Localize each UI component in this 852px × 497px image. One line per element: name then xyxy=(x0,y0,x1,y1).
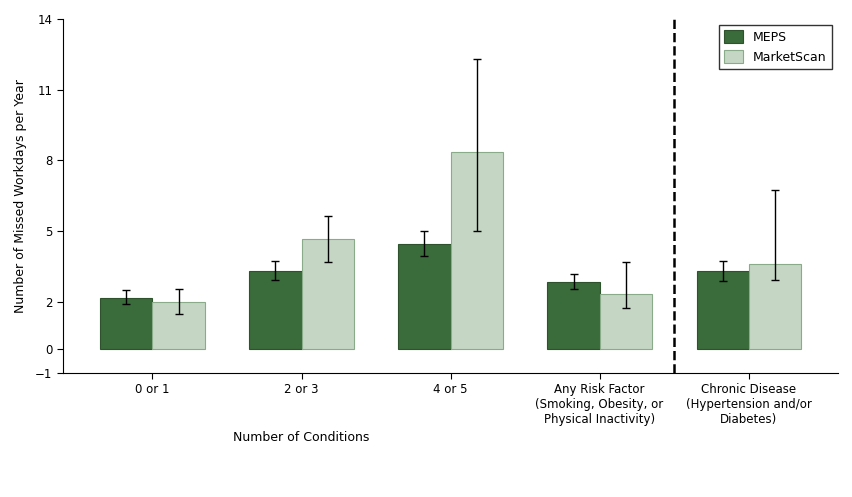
Bar xyxy=(101,298,153,349)
Bar xyxy=(250,271,302,349)
Bar xyxy=(399,244,451,349)
Text: Number of Conditions: Number of Conditions xyxy=(233,431,370,444)
Bar xyxy=(749,264,801,349)
Bar xyxy=(451,152,503,349)
Bar xyxy=(153,302,204,349)
Y-axis label: Number of Missed Workdays per Year: Number of Missed Workdays per Year xyxy=(14,79,27,313)
Bar xyxy=(600,294,652,349)
Bar xyxy=(548,282,600,349)
Bar xyxy=(696,271,749,349)
Legend: MEPS, MarketScan: MEPS, MarketScan xyxy=(719,25,832,69)
Bar xyxy=(302,240,354,349)
